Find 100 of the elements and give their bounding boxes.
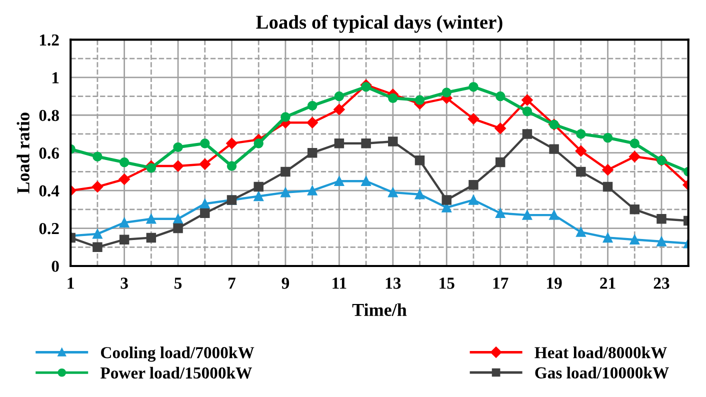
point (200, 208, 210, 218)
point (629, 151, 640, 162)
point (602, 182, 613, 192)
point (442, 195, 452, 205)
point (92, 152, 102, 162)
y-tick-label: 0.8 (39, 110, 59, 122)
point (173, 142, 183, 152)
point (576, 166, 586, 177)
point (254, 191, 264, 202)
y-tick-label: 0.2 (39, 222, 59, 234)
point (630, 204, 640, 214)
y-tick-label: 0.6 (39, 148, 59, 159)
point (388, 136, 398, 146)
chart-title: Loads of typical days (winter) (256, 14, 502, 33)
y-tick-label: 1 (52, 72, 59, 84)
x-tick-label: 21 (600, 278, 616, 289)
x-tick-label: 17 (493, 278, 508, 289)
point (522, 129, 532, 139)
point (468, 113, 480, 125)
legend-label: Heat load/8000kW (534, 346, 668, 358)
point (334, 104, 345, 116)
point (146, 214, 156, 224)
point (414, 189, 425, 200)
point (388, 188, 398, 198)
point (306, 117, 318, 128)
point (495, 157, 506, 168)
point (468, 195, 478, 205)
point (494, 122, 506, 134)
point (226, 161, 237, 171)
y-tick-label: 0 (52, 260, 59, 272)
legend-label: Gas load/10000kW (535, 366, 669, 379)
point (468, 82, 478, 92)
point (549, 210, 559, 220)
point (414, 95, 425, 105)
point (200, 138, 210, 148)
legend-label: Cooling load/7000kW (101, 346, 254, 362)
point (92, 181, 104, 192)
x-tick-label: 13 (386, 278, 401, 289)
point (575, 145, 587, 157)
x-tick-label: 3 (120, 278, 128, 289)
point (254, 138, 264, 148)
x-tick-label: 23 (654, 278, 670, 289)
point (495, 91, 506, 102)
x-tick-label: 7 (228, 278, 236, 289)
point (630, 234, 640, 244)
point (119, 234, 130, 244)
point (576, 227, 586, 237)
point (199, 158, 210, 170)
point (468, 180, 478, 190)
point (442, 88, 452, 98)
point (334, 138, 344, 148)
point (307, 148, 318, 158)
point (602, 232, 613, 243)
point (361, 176, 371, 186)
point (522, 106, 532, 116)
y-tick-label: 0.4 (39, 185, 60, 197)
point (388, 93, 398, 104)
point (172, 160, 184, 172)
point (602, 164, 614, 176)
point (280, 112, 290, 122)
x-axis-title: Time/h (352, 303, 407, 316)
point (92, 229, 102, 239)
point (334, 176, 344, 186)
point (414, 156, 425, 166)
point (602, 132, 613, 143)
point (118, 174, 130, 185)
x-tick-label: 11 (332, 278, 346, 289)
point (549, 144, 559, 154)
point (656, 236, 666, 246)
point (576, 129, 586, 139)
point (119, 157, 130, 168)
y-tick-label: 1.2 (40, 34, 59, 46)
point (307, 100, 318, 111)
point (146, 163, 156, 173)
x-tick-label: 1 (68, 278, 74, 289)
x-tick-label: 19 (547, 278, 562, 289)
point (656, 214, 666, 224)
point (173, 214, 183, 224)
point (307, 186, 318, 196)
point (119, 218, 130, 228)
x-tick-label: 15 (440, 278, 454, 289)
point (254, 182, 264, 192)
point (334, 91, 344, 102)
point (200, 198, 210, 209)
point (146, 232, 156, 243)
x-tick-label: 9 (282, 278, 290, 289)
point (92, 242, 102, 252)
point (495, 208, 506, 218)
point (173, 223, 183, 234)
legend-label: Power load/15000kW (100, 366, 252, 379)
point (522, 94, 533, 106)
point (361, 138, 371, 148)
point (280, 188, 290, 198)
y-axis-title: Load ratio (16, 112, 30, 194)
point (280, 166, 290, 177)
x-tick-label: 5 (174, 278, 182, 289)
point (226, 138, 238, 150)
point (361, 82, 371, 92)
point (522, 210, 532, 220)
point (630, 138, 640, 148)
